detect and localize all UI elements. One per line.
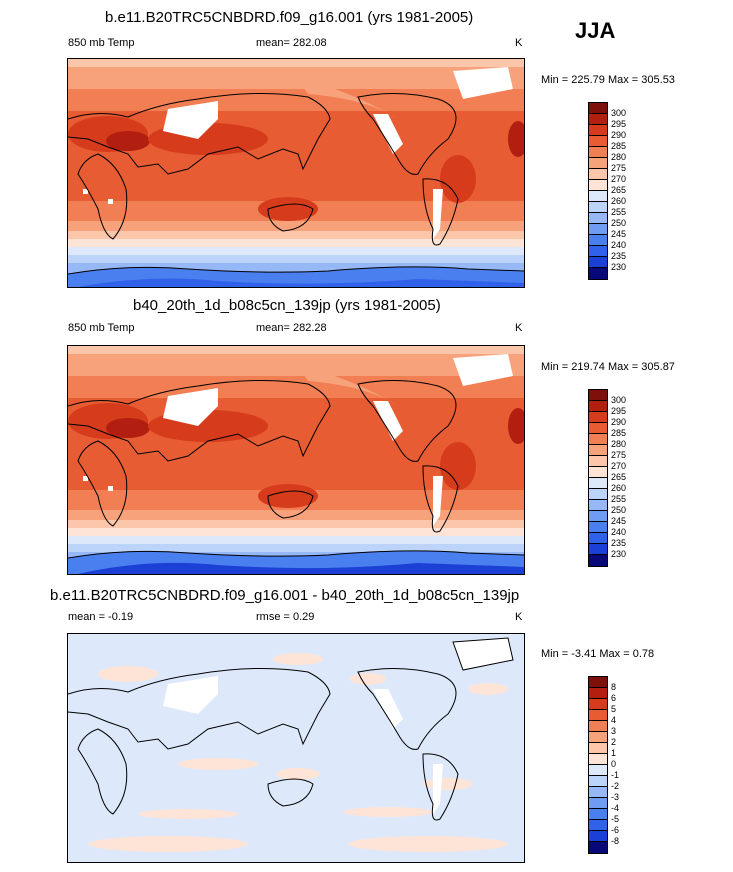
panel-3-map <box>67 633 525 863</box>
panel-3-level-label: 0 <box>611 759 617 769</box>
panel-3-mean-label: mean = -0.19 <box>68 611 134 623</box>
panel-2-level-label: 245 <box>611 516 627 526</box>
panel-3-level-label: 4 <box>611 715 617 725</box>
panel-3-level-label: 1 <box>611 748 617 758</box>
panel-1-map <box>67 58 525 288</box>
panel-2-title: b40_20th_1d_b08c5cn_139jp (yrs 1981-2005… <box>133 297 441 314</box>
panel-3-title: b.e11.B20TRC5CNBDRD.f09_g16.001 - b40_20… <box>50 587 520 604</box>
panel-2-level-label: 250 <box>611 505 627 515</box>
panel-2-level-label: 270 <box>611 461 627 471</box>
panel-3-level-label: -6 <box>611 825 620 835</box>
panel-1-minmax: Min = 225.79 Max = 305.53 <box>541 74 675 86</box>
panel-3-difference-field <box>68 634 524 862</box>
panel-2-units: K <box>515 322 523 334</box>
panel-1-level-label: 275 <box>611 163 627 173</box>
panel-1-level-label: 290 <box>611 130 627 140</box>
panel-2-level-label: 295 <box>611 406 627 416</box>
panel-2-level-label: 235 <box>611 538 627 548</box>
panel-2-mean-label: mean= 282.28 <box>256 322 327 334</box>
panel-1-level-label: 245 <box>611 229 627 239</box>
panel-2-level-label: 285 <box>611 428 627 438</box>
panel-1-mean-label: mean= 282.08 <box>256 37 327 49</box>
panel-1-temperature-field <box>68 59 524 287</box>
panel-3-level-label: -5 <box>611 814 620 824</box>
panel-2-level-label: 275 <box>611 450 627 460</box>
panel-3-units: K <box>515 611 523 623</box>
panel-2-temperature-field <box>68 346 524 574</box>
panel-3-level-label: -1 <box>611 770 620 780</box>
panel-1-level-label: 300 <box>611 108 627 118</box>
panel-1-level-label: 280 <box>611 152 627 162</box>
panel-2-level-label: 230 <box>611 549 627 559</box>
panel-3-level-label: 2 <box>611 737 617 747</box>
panel-2-level-label: 260 <box>611 483 627 493</box>
panel-3-level-label: -3 <box>611 792 620 802</box>
panel-3-level-label: -4 <box>611 803 620 813</box>
panel-3-rmse-label: rmse = 0.29 <box>256 611 315 623</box>
panel-3-level-label: 5 <box>611 704 617 714</box>
panel-1-level-label: 285 <box>611 141 627 151</box>
panel-1-level-label: 260 <box>611 196 627 206</box>
panel-1-title: b.e11.B20TRC5CNBDRD.f09_g16.001 (yrs 198… <box>105 9 474 26</box>
panel-2-variable-label: 850 mb Temp <box>68 322 135 334</box>
panel-2-level-label: 240 <box>611 527 627 537</box>
panel-3-level-label: 6 <box>611 693 617 703</box>
panel-3-level-label: 3 <box>611 726 617 736</box>
panel-2-level-label: 265 <box>611 472 627 482</box>
panel-3-minmax: Min = -3.41 Max = 0.78 <box>541 648 655 660</box>
panel-2-level-label: 290 <box>611 417 627 427</box>
panel-1-colorbar <box>588 102 608 280</box>
panel-1-level-label: 265 <box>611 185 627 195</box>
panel-1-level-label: 270 <box>611 174 627 184</box>
panel-3-level-label: -2 <box>611 781 620 791</box>
panel-1-level-label: 255 <box>611 207 627 217</box>
panel-2-level-label: 280 <box>611 439 627 449</box>
panel-2-colorbar <box>588 389 608 567</box>
panel-2-level-label: 255 <box>611 494 627 504</box>
panel-3-level-label: 8 <box>611 682 617 692</box>
panel-1-level-label: 235 <box>611 251 627 261</box>
panel-2-level-label: 300 <box>611 395 627 405</box>
panel-2-minmax: Min = 219.74 Max = 305.87 <box>541 361 675 373</box>
panel-1-variable-label: 850 mb Temp <box>68 37 135 49</box>
panel-1-level-label: 295 <box>611 119 627 129</box>
panel-1-level-label: 230 <box>611 262 627 272</box>
panel-1-level-label: 250 <box>611 218 627 228</box>
panel-3-level-label: -8 <box>611 836 620 846</box>
panel-2-map <box>67 345 525 575</box>
season-label: JJA <box>575 18 616 43</box>
panel-1-units: K <box>515 37 523 49</box>
panel-1-level-label: 240 <box>611 240 627 250</box>
panel-3-colorbar <box>588 676 608 854</box>
